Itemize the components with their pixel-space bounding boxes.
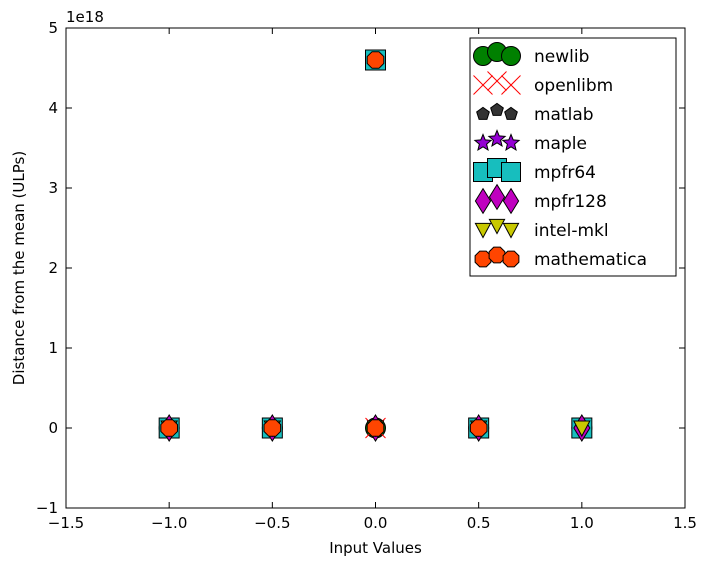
legend: newlib openlibm matlab maple mpfr64 mpfr128 in… bbox=[469, 37, 677, 277]
legend-marker-mpfr128 bbox=[474, 187, 492, 215]
legend-marker-maple bbox=[487, 129, 507, 147]
y-tick-label: 5 bbox=[48, 19, 58, 37]
legend-marker-mathematica bbox=[474, 250, 492, 268]
legend-label-newlib: newlib bbox=[534, 47, 589, 67]
point-mathematica bbox=[366, 419, 385, 437]
y-tick-label: 1 bbox=[48, 339, 58, 357]
legend-marker-intel-mkl bbox=[474, 222, 492, 239]
point-mathematica bbox=[469, 419, 488, 437]
legend-marker-openlibm bbox=[487, 71, 507, 91]
point-mathematica bbox=[263, 419, 282, 437]
legend-marker-newlib bbox=[501, 46, 521, 66]
legend-label-openlibm: openlibm bbox=[534, 76, 613, 96]
legend-marker-openlibm bbox=[501, 75, 521, 95]
x-tick-label: 0.5 bbox=[467, 514, 491, 532]
legend-marker-intel-mkl bbox=[502, 222, 520, 239]
y-tick-label: 2 bbox=[48, 259, 58, 277]
legend-marker-mathematica bbox=[488, 246, 506, 264]
x-tick-label: 1.0 bbox=[570, 514, 594, 532]
point-mathematica bbox=[160, 419, 178, 437]
y-tick-label: −1 bbox=[36, 499, 58, 517]
legend-marker-maple bbox=[501, 133, 521, 151]
y-axis-label: Distance from the mean (ULPs) bbox=[10, 151, 28, 385]
y-tick-label: 0 bbox=[48, 419, 58, 437]
legend-label-mpfr64: mpfr64 bbox=[534, 163, 596, 183]
legend-item-mathematica: mathematica bbox=[474, 246, 647, 270]
legend-marker-mpfr64 bbox=[501, 162, 521, 182]
legend-marker-intel-mkl bbox=[488, 218, 506, 235]
x-tick-label: −1.5 bbox=[48, 514, 84, 532]
x-axis-label: Input Values bbox=[329, 539, 422, 557]
y-tick-label: 3 bbox=[48, 179, 58, 197]
legend-marker-mathematica bbox=[502, 250, 520, 268]
legend-marker-mpfr128 bbox=[488, 183, 506, 211]
legend-item-matlab: matlab bbox=[476, 102, 594, 125]
legend-marker-matlab bbox=[504, 106, 518, 120]
legend-item-maple: maple bbox=[473, 129, 587, 154]
legend-label-matlab: matlab bbox=[534, 105, 594, 125]
legend-marker-mpfr128 bbox=[502, 187, 520, 215]
legend-label-intel-mkl: intel-mkl bbox=[534, 221, 609, 241]
point-mathematica bbox=[366, 51, 385, 69]
legend-marker-matlab bbox=[476, 106, 490, 120]
legend-label-maple: maple bbox=[534, 134, 587, 154]
legend-label-mathematica: mathematica bbox=[534, 250, 647, 270]
legend-item-newlib: newlib bbox=[473, 42, 589, 67]
legend-marker-matlab bbox=[490, 102, 504, 116]
legend-label-mpfr128: mpfr128 bbox=[534, 192, 607, 212]
legend-item-mpfr64: mpfr64 bbox=[473, 158, 596, 183]
x-tick-label: −0.5 bbox=[254, 514, 290, 532]
y-tick-label: 4 bbox=[48, 99, 58, 117]
legend-marker-maple bbox=[473, 133, 493, 151]
legend-item-openlibm: openlibm bbox=[473, 71, 613, 96]
x-tick-label: 0.0 bbox=[364, 514, 388, 532]
legend-item-mpfr128: mpfr128 bbox=[474, 183, 607, 215]
x-tick-label: −1.0 bbox=[151, 514, 187, 532]
legend-marker-openlibm bbox=[473, 75, 493, 95]
y-offset-text: 1e18 bbox=[66, 8, 104, 26]
legend-item-intel-mkl: intel-mkl bbox=[474, 218, 609, 241]
x-tick-label: 1.5 bbox=[673, 514, 697, 532]
point-intel-mkl bbox=[572, 420, 591, 438]
